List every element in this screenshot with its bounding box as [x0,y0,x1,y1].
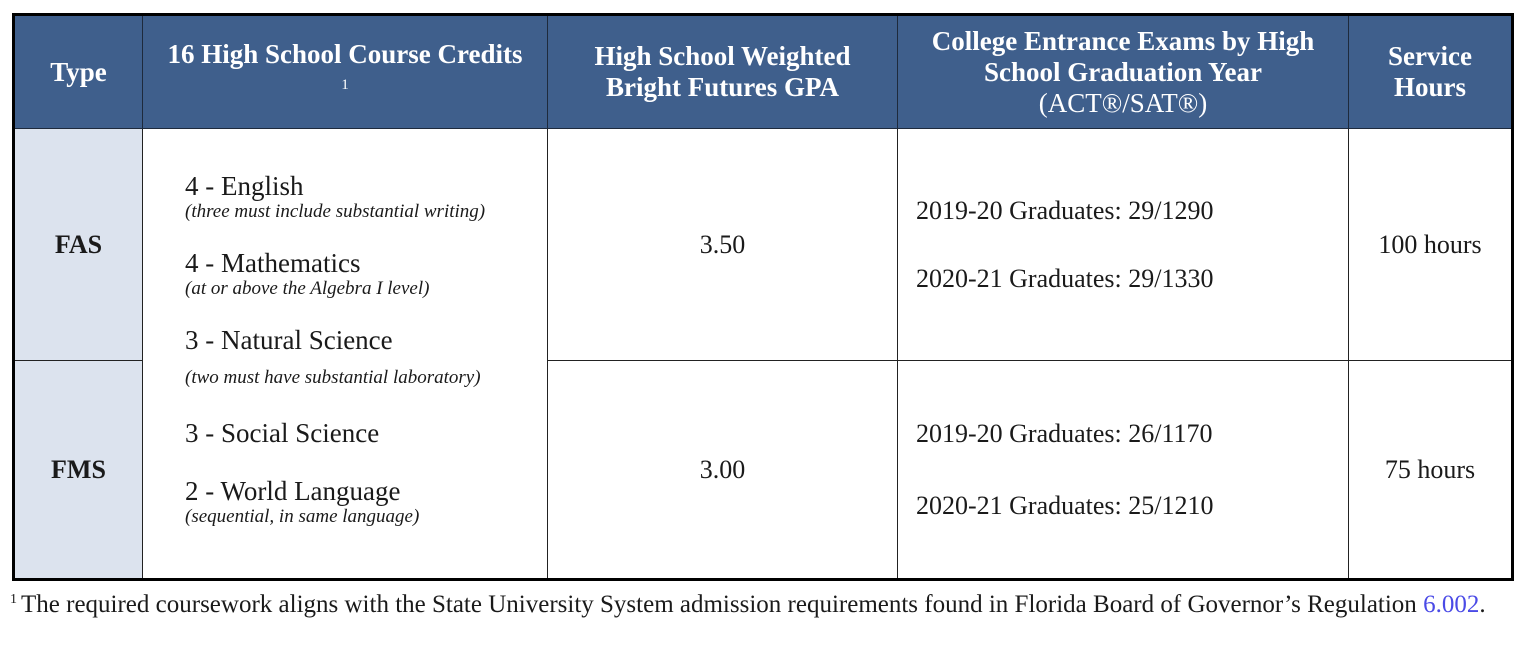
header-service: Service Hours [1349,16,1511,129]
footnote-end: . [1479,591,1486,618]
service-hours: 100 hours [1378,229,1482,259]
header-type-label: Type [50,56,107,87]
credit-main: 3 - Social Science [185,418,380,448]
exams-cell-fas: 2019-20 Graduates: 29/1290 2020-21 Gradu… [898,129,1349,361]
type-label: FAS [54,229,103,259]
header-service-label: Service Hours [1388,41,1472,102]
credit-main: 4 - Mathematics [185,248,361,278]
credit-note: (two must have substantial laboratory) [185,367,481,388]
credit-note: (three must include substantial writing) [185,201,486,222]
header-exams-sub: (ACT®/SAT®) [1038,87,1208,118]
credit-item: 3 - Natural Science (two must have subst… [185,325,481,389]
type-label: FMS [51,454,106,484]
footnote-mark: 1 [10,592,17,607]
credit-main: 4 - English [185,171,304,201]
credit-note: (at or above the Algebra I level) [185,278,430,299]
regulation-link[interactable]: 6.002 [1423,591,1480,618]
credit-item: 4 - English (three must include substant… [185,171,485,223]
credit-item: 3 - Social Science [185,418,379,448]
exams-cell-fms: 2019-20 Graduates: 26/1170 2020-21 Gradu… [898,361,1349,578]
header-exams: College Entrance Exams by High School Gr… [898,16,1349,129]
header-exams-label: College Entrance Exams by High School Gr… [931,25,1315,87]
header-type: Type [15,16,143,129]
footnote-mark: 1 [341,76,349,93]
exam-score: 2020-21 Graduates: 29/1330 [916,263,1214,293]
credit-item: 2 - World Language (sequential, in same … [185,476,419,528]
gpa-value: 3.00 [699,454,746,484]
service-hours: 75 hours [1384,454,1476,484]
gpa-cell-fas: 3.50 [548,129,898,361]
footnote: 1 The required coursework aligns with the… [10,584,1510,621]
exam-score: 2020-21 Graduates: 25/1210 [916,490,1214,520]
exam-score: 2019-20 Graduates: 26/1170 [916,418,1213,448]
credits-cell: 4 - English (three must include substant… [143,129,548,578]
gpa-value: 3.50 [699,229,746,259]
header-credits: 16 High School Course Credits 1 [143,16,548,129]
service-cell-fas: 100 hours [1349,129,1511,361]
type-cell-fms: FMS [15,361,143,578]
header-gpa: High School Weighted Bright Futures GPA [548,16,898,129]
exam-score: 2019-20 Graduates: 29/1290 [916,195,1214,225]
credit-note: (sequential, in same language) [185,506,420,527]
header-credits-label: 16 High School Course Credits 1 [167,38,523,93]
credit-main: 2 - World Language [185,476,401,506]
service-cell-fms: 75 hours [1349,361,1511,578]
header-gpa-label: High School Weighted Bright Futures GPA [594,41,851,102]
bright-futures-requirements-table: Type 16 High School Course Credits 1 Hig… [12,13,1514,581]
gpa-cell-fms: 3.00 [548,361,898,578]
type-cell-fas: FAS [15,129,143,361]
footnote-text: The required coursework aligns with the … [21,591,1424,618]
credit-main: 3 - Natural Science [185,325,393,355]
credit-item: 4 - Mathematics (at or above the Algebra… [185,248,429,300]
